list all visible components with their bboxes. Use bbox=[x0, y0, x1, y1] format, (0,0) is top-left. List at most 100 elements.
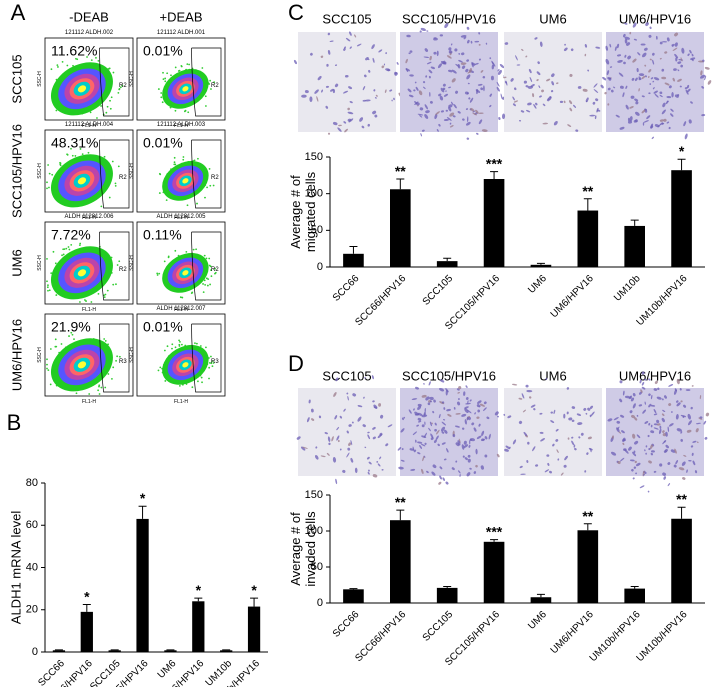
significance: * bbox=[251, 582, 257, 598]
cell bbox=[426, 30, 428, 32]
image-header: UM6 bbox=[539, 368, 566, 383]
significance: ** bbox=[582, 183, 593, 199]
dot bbox=[46, 280, 48, 282]
significance: *** bbox=[486, 524, 503, 540]
cell bbox=[476, 132, 479, 135]
cell bbox=[560, 101, 563, 103]
gate-label: R2 bbox=[119, 175, 127, 181]
significance: ** bbox=[582, 508, 593, 524]
plot-header: 121112 ALDH.003 bbox=[157, 122, 206, 128]
dot bbox=[175, 110, 177, 112]
bar bbox=[484, 542, 505, 603]
dot bbox=[49, 289, 51, 291]
dot bbox=[204, 197, 206, 199]
dot bbox=[47, 286, 49, 288]
plot-header: ALDH 112812.006 bbox=[65, 214, 115, 220]
bar bbox=[390, 189, 411, 267]
image-header: SCC105/HPV16 bbox=[402, 11, 496, 26]
cell bbox=[632, 477, 635, 480]
dot bbox=[107, 106, 109, 108]
dot bbox=[186, 63, 188, 65]
error-bar bbox=[490, 172, 498, 179]
dot bbox=[96, 117, 98, 119]
dot bbox=[182, 159, 184, 161]
dot bbox=[90, 301, 92, 303]
gate-label: R2 bbox=[211, 175, 219, 181]
plot-header: 121112 ALDH.002 bbox=[65, 30, 114, 36]
dot bbox=[116, 355, 118, 357]
dot bbox=[164, 380, 166, 382]
dot bbox=[203, 291, 205, 293]
dot bbox=[46, 258, 48, 260]
dot bbox=[202, 283, 204, 285]
dot bbox=[79, 244, 81, 246]
dot bbox=[90, 111, 92, 113]
column-header: -DEAB bbox=[69, 9, 109, 24]
y-axis-label: SSC-H bbox=[37, 71, 43, 87]
error-bar bbox=[631, 586, 639, 588]
significance: * bbox=[140, 490, 146, 506]
y-tick-label: 20 bbox=[26, 604, 38, 616]
image-header: UM6/HPV16 bbox=[619, 11, 691, 26]
dot bbox=[159, 173, 161, 175]
dot bbox=[117, 264, 119, 266]
dot bbox=[209, 185, 211, 187]
dot bbox=[210, 356, 212, 358]
dot bbox=[79, 301, 81, 303]
dot bbox=[46, 364, 48, 366]
dot bbox=[109, 197, 111, 199]
y-axis-label: SSC-H bbox=[129, 255, 135, 271]
bar bbox=[81, 612, 93, 652]
y-axis-label: SSC-H bbox=[129, 163, 135, 179]
dot bbox=[207, 285, 209, 287]
dot bbox=[46, 368, 48, 370]
dot bbox=[197, 380, 199, 382]
cell bbox=[498, 117, 501, 120]
dot bbox=[61, 254, 63, 256]
error-bar bbox=[490, 540, 498, 542]
dot bbox=[166, 72, 168, 74]
dot bbox=[197, 158, 199, 160]
cell bbox=[328, 132, 331, 135]
error-bar bbox=[349, 246, 357, 253]
dot bbox=[105, 112, 107, 114]
micrograph bbox=[298, 32, 396, 132]
dot bbox=[159, 192, 161, 194]
micrograph bbox=[504, 388, 602, 476]
dot bbox=[47, 164, 49, 166]
dot bbox=[97, 60, 99, 62]
dot bbox=[187, 204, 189, 206]
cell bbox=[692, 385, 694, 387]
dot bbox=[168, 256, 170, 258]
dot bbox=[70, 244, 72, 246]
x-tick-label: SCC66/HPV16 bbox=[353, 609, 408, 664]
error-bar bbox=[584, 199, 592, 211]
y-tick-label: 40 bbox=[26, 561, 38, 573]
dot bbox=[47, 284, 49, 286]
cell bbox=[659, 463, 662, 466]
cell bbox=[440, 34, 443, 36]
dot bbox=[50, 348, 52, 350]
y-axis-label: SSC-H bbox=[129, 347, 135, 363]
cell bbox=[442, 477, 445, 481]
dot bbox=[98, 384, 100, 386]
dot bbox=[104, 296, 106, 298]
error-bar bbox=[678, 159, 686, 170]
dot bbox=[118, 260, 120, 262]
bar bbox=[437, 588, 458, 603]
column-header: +DEAB bbox=[160, 9, 203, 24]
cell bbox=[684, 133, 688, 139]
cell bbox=[500, 93, 503, 99]
dot bbox=[206, 187, 208, 189]
percent: 0.01% bbox=[143, 43, 183, 59]
dot bbox=[213, 185, 215, 187]
dot bbox=[191, 292, 193, 294]
dot bbox=[159, 366, 161, 368]
percent: 7.72% bbox=[51, 227, 91, 243]
dot bbox=[194, 159, 196, 161]
cell bbox=[465, 385, 468, 388]
dot bbox=[175, 67, 177, 69]
dot bbox=[55, 110, 57, 112]
y-axis-label: Average # of bbox=[288, 175, 303, 249]
dot bbox=[111, 96, 113, 98]
